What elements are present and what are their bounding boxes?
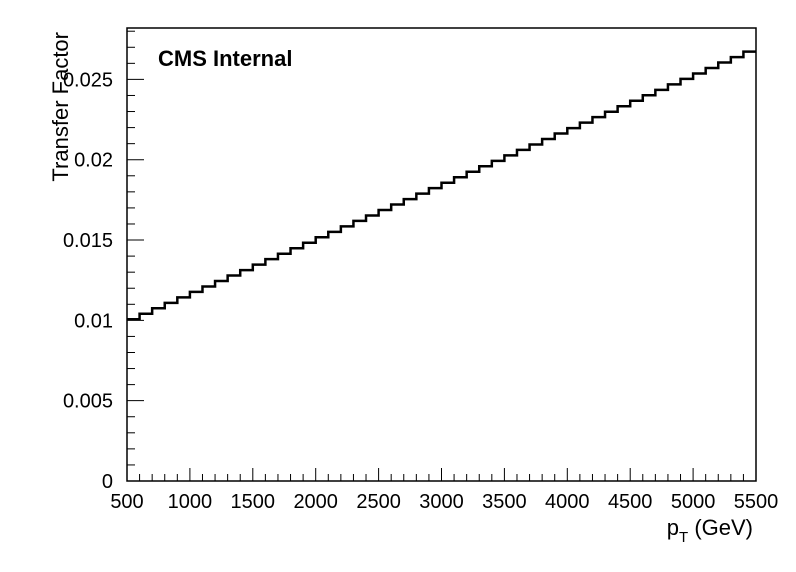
x-tick-label: 2500 <box>356 491 401 513</box>
series-line <box>127 50 756 321</box>
x-tick-label: 1000 <box>168 491 213 513</box>
x-tick-label: 4000 <box>545 491 590 513</box>
x-tick-label: 5000 <box>671 491 716 513</box>
annotation-label: CMS Internal <box>158 46 292 71</box>
x-axis-title-main: p <box>667 515 679 540</box>
x-tick-labels: 500 1000 1500 2000 2500 3000 3500 4000 4500 5000 5… <box>110 491 778 513</box>
y-tick-label: 0.005 <box>63 391 113 413</box>
x-tick-label: 3000 <box>419 491 464 513</box>
x-axis-ticks <box>126 468 757 481</box>
y-tick-label: 0.01 <box>74 310 113 332</box>
x-axis-title: pT (GeV) <box>667 515 753 546</box>
y-axis-title: Transfer Factor <box>48 32 73 182</box>
y-tick-label: 0 <box>102 471 113 493</box>
x-axis-title-subscript: T <box>679 529 688 546</box>
x-tick-label: 2000 <box>293 491 338 513</box>
x-tick-label: 3500 <box>482 491 527 513</box>
plot-frame <box>126 27 757 482</box>
x-tick-label: 5500 <box>734 491 779 513</box>
y-tick-label: 0.02 <box>74 150 113 172</box>
y-tick-label: 0.025 <box>63 69 113 91</box>
y-axis-ticks <box>127 30 144 482</box>
x-tick-label: 4500 <box>608 491 653 513</box>
y-tick-label: 0.015 <box>63 230 113 252</box>
y-tick-labels: 0 0.005 0.01 0.015 0.02 0.025 <box>63 69 113 493</box>
x-tick-label: 500 <box>110 491 143 513</box>
x-tick-label: 1500 <box>231 491 276 513</box>
x-axis-title-unit: (GeV) <box>688 515 753 540</box>
